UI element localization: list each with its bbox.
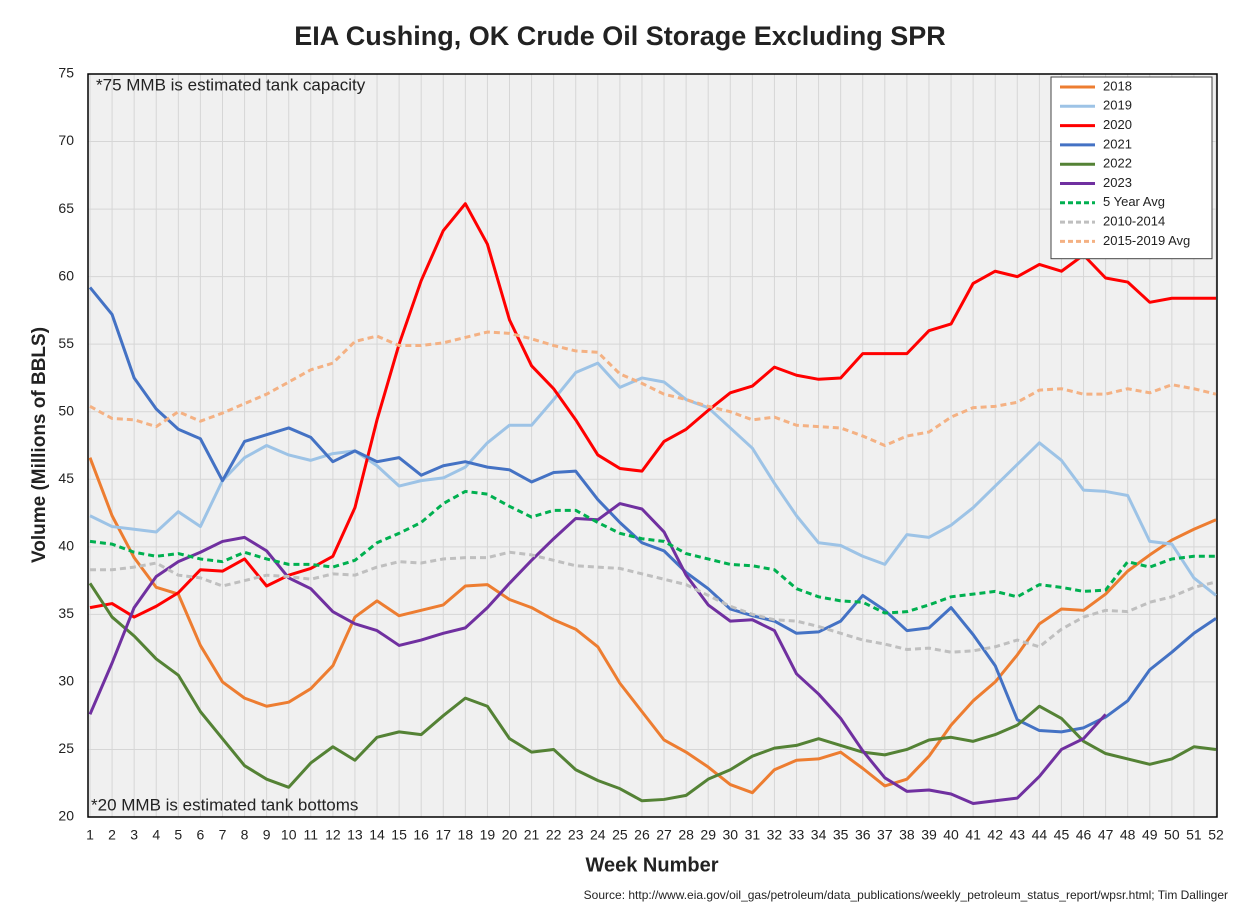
y-tick-label: 70 (58, 132, 74, 148)
x-tick-label: 24 (590, 827, 606, 843)
x-tick-label: 8 (241, 827, 249, 843)
x-tick-label: 35 (833, 827, 849, 843)
x-tick-label: 5 (174, 827, 182, 843)
x-tick-label: 47 (1098, 827, 1114, 843)
y-tick-label: 30 (58, 673, 74, 689)
legend-label: 2019 (1103, 98, 1132, 113)
x-tick-label: 44 (1032, 827, 1048, 843)
legend-label: 2023 (1103, 175, 1132, 190)
y-tick-label: 55 (58, 335, 74, 351)
x-tick-label: 23 (568, 827, 584, 843)
legend-label: 2015-2019 Avg (1103, 233, 1190, 248)
x-tick-label: 49 (1142, 827, 1158, 843)
legend-label: 2010-2014 (1103, 214, 1165, 229)
x-tick-label: 9 (263, 827, 271, 843)
series-line (88, 582, 1217, 803)
y-tick-label: 75 (58, 65, 74, 81)
x-tick-label: 40 (943, 827, 959, 843)
plot-area (88, 74, 1217, 817)
series-line (88, 502, 1107, 805)
x-tick-label: 50 (1164, 827, 1180, 843)
y-tick-label: 20 (58, 808, 74, 824)
x-tick-label: 19 (480, 827, 496, 843)
x-tick-label: 12 (325, 827, 341, 843)
x-tick-label: 29 (700, 827, 716, 843)
x-tick-label: 28 (678, 827, 694, 843)
x-tick-label: 45 (1054, 827, 1070, 843)
series-line (89, 202, 1216, 619)
x-tick-label: 52 (1208, 827, 1224, 843)
x-tick-label: 41 (965, 827, 981, 843)
source: Source: http://www.eia.gov/oil_gas/petro… (584, 888, 1228, 902)
series-line (88, 457, 1217, 795)
y-tick-label: 35 (58, 605, 74, 621)
legend-label: 2020 (1103, 117, 1132, 132)
x-tick-label: 10 (281, 827, 297, 843)
x-tick-label: 18 (458, 827, 474, 843)
x-tick-label: 31 (745, 827, 761, 843)
x-tick-label: 36 (855, 827, 871, 843)
x-tick-label: 20 (502, 827, 518, 843)
x-tick-label: 22 (546, 827, 562, 843)
annotation: *20 MMB is estimated tank bottoms (91, 795, 358, 814)
y-tick-label: 65 (58, 200, 74, 216)
x-tick-label: 21 (524, 827, 540, 843)
x-axis-label: Week Number (585, 854, 718, 876)
chart-title: EIA Cushing, OK Crude Oil Storage Exclud… (294, 21, 946, 51)
x-tick-label: 46 (1076, 827, 1092, 843)
x-tick-label: 30 (722, 827, 738, 843)
y-tick-label: 60 (58, 267, 74, 283)
x-tick-label: 25 (612, 827, 628, 843)
x-tick-label: 26 (634, 827, 650, 843)
x-tick-label: 33 (789, 827, 805, 843)
y-tick-label: 25 (58, 740, 74, 756)
x-tick-label: 4 (152, 827, 160, 843)
series-line (89, 330, 1217, 447)
x-tick-label: 2 (108, 827, 116, 843)
x-tick-label: 7 (219, 827, 227, 843)
x-tick-label: 1 (86, 827, 94, 843)
legend-label: 5 Year Avg (1103, 194, 1165, 209)
y-tick-label: 40 (58, 538, 74, 554)
x-tick-label: 14 (369, 827, 385, 843)
x-tick-label: 13 (347, 827, 363, 843)
x-tick-label: 16 (413, 827, 429, 843)
y-tick-label: 45 (58, 470, 74, 486)
x-tick-label: 17 (435, 827, 451, 843)
legend-label: 2022 (1103, 156, 1132, 171)
x-tick-label: 51 (1186, 827, 1202, 843)
x-tick-label: 27 (656, 827, 672, 843)
annotation: *75 MMB is estimated tank capacity (96, 75, 366, 94)
x-tick-label: 11 (304, 827, 319, 843)
y-axis-label: Volume (Millions of BBLS) (29, 327, 50, 563)
x-tick-label: 3 (130, 827, 138, 843)
series-line (90, 550, 1217, 654)
x-tick-label: 42 (987, 827, 1003, 843)
x-tick-label: 38 (899, 827, 915, 843)
y-tick-label: 50 (58, 402, 74, 418)
x-tick-label: 34 (811, 827, 827, 843)
x-tick-label: 32 (767, 827, 783, 843)
x-tick-label: 48 (1120, 827, 1136, 843)
x-tick-label: 6 (196, 827, 204, 843)
x-tick-label: 37 (877, 827, 893, 843)
legend-label: 2021 (1103, 136, 1132, 151)
x-tick-label: 15 (391, 827, 407, 843)
plot-frame (87, 73, 1218, 818)
series-line (89, 361, 1217, 597)
x-tick-label: 39 (921, 827, 937, 843)
x-tick-label: 43 (1010, 827, 1026, 843)
legend-label: 2018 (1103, 78, 1132, 93)
series-line (89, 489, 1216, 615)
series-line (88, 286, 1217, 734)
